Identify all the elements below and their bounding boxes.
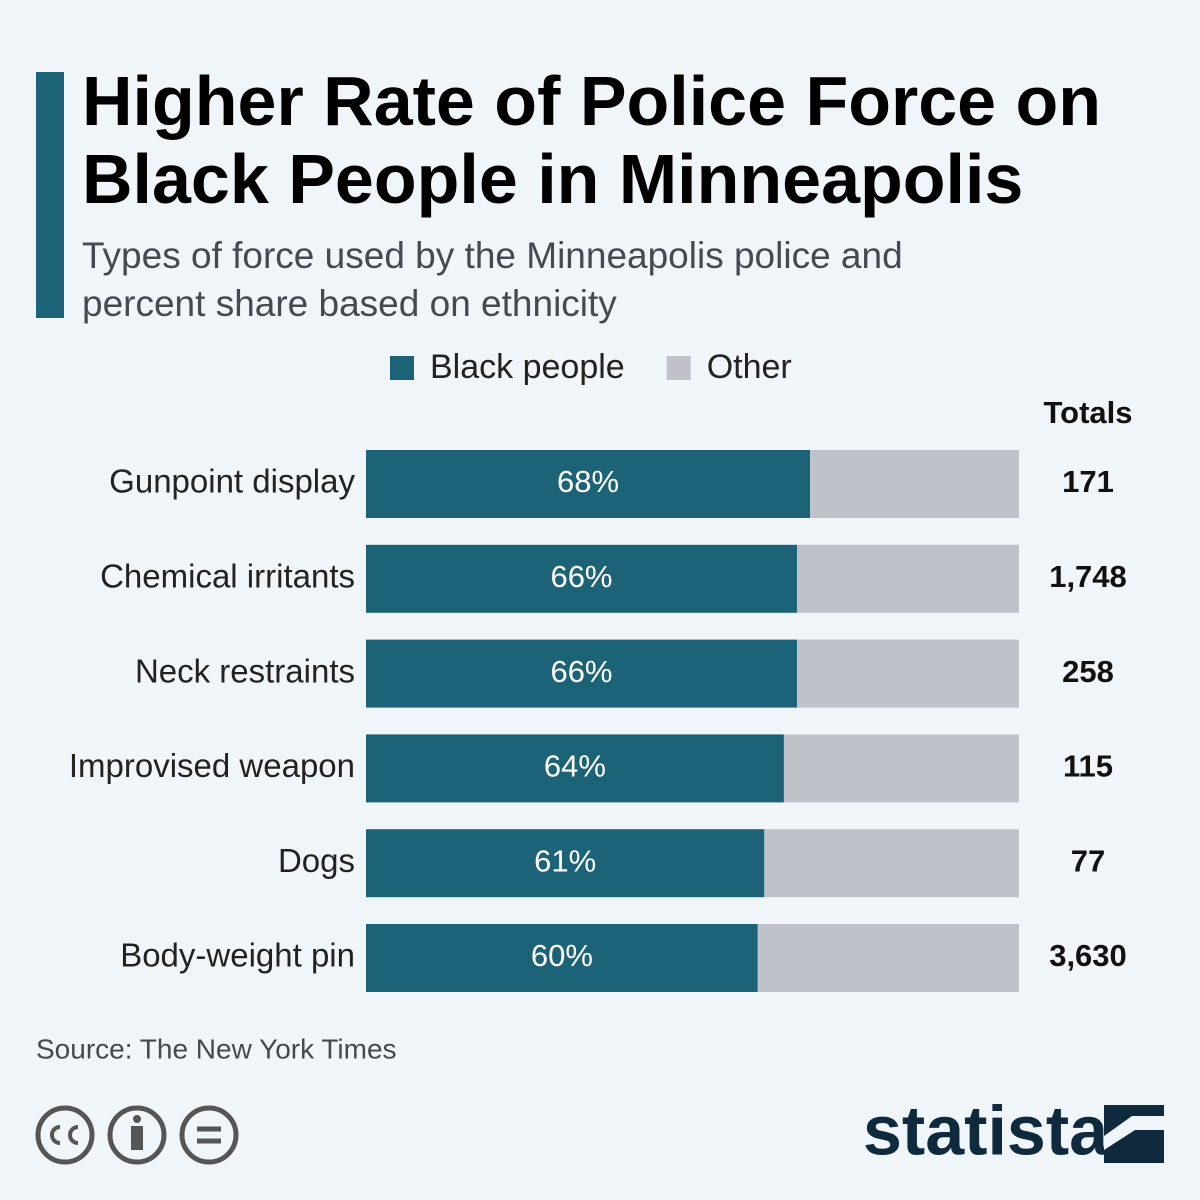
bar-segment	[366, 544, 797, 613]
legend-swatch	[390, 356, 414, 380]
totals-header: Totals	[1044, 395, 1133, 430]
total-label: 171	[1062, 464, 1114, 499]
chart-subtitle: Types of force used by the Minneapolis p…	[82, 235, 903, 324]
bar-segment	[764, 829, 1019, 898]
category-label: Body-weight pin	[120, 937, 355, 974]
bar-segment	[757, 924, 1019, 992]
legend-label: Other	[707, 348, 792, 386]
value-label: 64%	[544, 749, 606, 784]
total-label: 3,630	[1049, 938, 1127, 973]
brand: statista	[863, 1091, 1109, 1169]
legend-swatch	[666, 356, 691, 380]
value-label: 66%	[550, 654, 612, 689]
bar-segment	[366, 924, 758, 992]
category-label: Improvised weapon	[69, 747, 355, 784]
total-label: 77	[1071, 843, 1105, 878]
bar-segment	[366, 734, 784, 803]
bar-segment	[366, 639, 797, 708]
category-label: Dogs	[278, 842, 355, 879]
category-label: Neck restraints	[135, 652, 355, 689]
chart-title: Higher Rate of Police Force on Black Peo…	[82, 62, 1102, 218]
total-label: 115	[1063, 749, 1113, 784]
legend-label: Black people	[430, 348, 625, 386]
bar-segment	[796, 639, 1019, 708]
bar-segment	[783, 734, 1019, 803]
bar-segment	[366, 829, 765, 898]
bar-segment	[810, 450, 1019, 518]
title-accent	[36, 72, 64, 318]
category-label: Gunpoint display	[109, 463, 355, 500]
bar-segment	[796, 544, 1019, 613]
value-label: 60%	[531, 938, 593, 973]
value-label: 61%	[534, 843, 596, 878]
source: Source: The New York Times	[36, 1033, 397, 1064]
brand-icon	[1104, 1105, 1164, 1163]
value-label: 66%	[550, 559, 612, 594]
total-label: 258	[1062, 654, 1114, 689]
bar-segment	[366, 450, 811, 518]
category-label: Chemical irritants	[100, 558, 355, 595]
total-label: 1,748	[1049, 559, 1127, 594]
license-icons	[35, 1105, 239, 1165]
value-label: 68%	[557, 464, 619, 499]
